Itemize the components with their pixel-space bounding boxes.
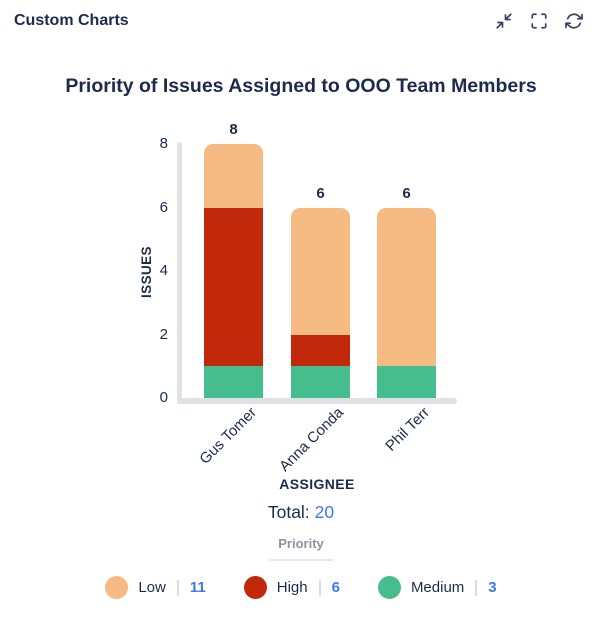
bar-segment-low-1[interactable] xyxy=(204,144,263,208)
bar-value-label: 6 xyxy=(402,184,411,202)
bar-segment-medium-2[interactable] xyxy=(291,366,350,398)
legend-divider xyxy=(318,579,321,596)
bar-value-label: 8 xyxy=(229,121,238,138)
total-label: Total: xyxy=(267,502,310,522)
refresh-button[interactable] xyxy=(565,12,583,30)
bar-segment-medium-1[interactable] xyxy=(204,366,263,398)
legend-swatch-icon xyxy=(377,576,401,599)
refresh-icon xyxy=(565,13,583,29)
y-axis-title: ISSUES xyxy=(139,246,154,298)
y-tick-label: 4 xyxy=(159,262,168,279)
legend-swatch-icon xyxy=(243,576,267,599)
y-axis-line xyxy=(177,142,182,404)
legend-label: High xyxy=(276,579,308,596)
fullscreen-icon xyxy=(531,13,547,29)
legend-count: 3 xyxy=(488,579,497,596)
bar-segment-low-2[interactable] xyxy=(291,207,350,335)
bar-segment-low-3[interactable] xyxy=(377,207,436,367)
bar-segment-medium-3[interactable] xyxy=(377,366,436,398)
legend-count: 11 xyxy=(189,579,206,596)
y-tick-label: 0 xyxy=(159,389,168,406)
widget-header: Custom Charts xyxy=(0,0,602,31)
total-value: 20 xyxy=(314,502,335,522)
collapse-button[interactable] xyxy=(495,12,513,30)
y-tick-label: 8 xyxy=(159,135,168,152)
collapse-icon xyxy=(496,13,512,29)
fullscreen-button[interactable] xyxy=(530,12,548,30)
legend-item-low[interactable]: Low 11 xyxy=(105,576,206,599)
legend-divider xyxy=(475,579,478,596)
bar-segment-high-1[interactable] xyxy=(204,207,263,367)
legend-item-high[interactable]: High 6 xyxy=(243,576,340,599)
widget-toolbar xyxy=(495,12,583,30)
legend-label: Low xyxy=(138,579,166,596)
y-tick-label: 6 xyxy=(159,198,168,216)
total-row: Total: 20 xyxy=(0,502,602,523)
legend-label: Medium xyxy=(410,579,465,596)
chart-title: Priority of Issues Assigned to OOO Team … xyxy=(65,75,537,98)
bar-value-label: 6 xyxy=(316,184,325,202)
widget-title: Custom Charts xyxy=(14,12,129,29)
x-axis-line xyxy=(177,398,457,404)
legend-title: Priority xyxy=(278,536,324,551)
legend-count: 6 xyxy=(331,579,340,596)
y-tick-label: 2 xyxy=(159,325,168,343)
bar-segment-high-2[interactable] xyxy=(291,334,350,367)
chart-legend: Low 11 High 6 Medium 3 xyxy=(0,576,602,599)
legend-divider xyxy=(176,579,179,596)
legend-item-medium[interactable]: Medium 3 xyxy=(377,576,497,599)
legend-swatch-icon xyxy=(105,576,129,599)
legend-title-divider xyxy=(269,559,333,561)
x-axis-title: ASSIGNEE xyxy=(279,476,355,492)
